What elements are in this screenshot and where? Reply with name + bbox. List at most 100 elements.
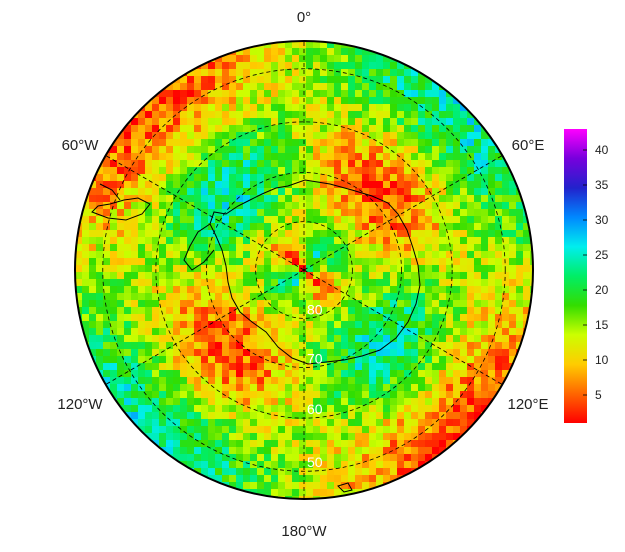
heatmap-cell [306, 216, 314, 224]
heatmap-cell [117, 181, 125, 189]
heatmap-cell [313, 62, 321, 70]
heatmap-cell [243, 83, 251, 91]
heatmap-cell [96, 251, 104, 259]
heatmap-cell [397, 307, 405, 315]
heatmap-cell [320, 188, 328, 196]
heatmap-cell [187, 258, 195, 266]
heatmap-cell [278, 174, 286, 182]
heatmap-cell [306, 55, 314, 63]
heatmap-cell [222, 419, 230, 427]
heatmap-cell [341, 111, 349, 119]
heatmap-cell [376, 90, 384, 98]
heatmap-cell [222, 258, 230, 266]
heatmap-cell [299, 300, 307, 308]
meridian-line [105, 269, 305, 385]
heatmap-cell [383, 391, 391, 399]
heatmap-cell [229, 139, 237, 147]
heatmap-cell [194, 265, 202, 273]
heatmap-cell [334, 174, 342, 182]
heatmap-cell [334, 160, 342, 168]
heatmap-cell [180, 440, 188, 448]
heatmap-cell [166, 160, 174, 168]
heatmap-cell [446, 104, 454, 112]
heatmap-cell [397, 153, 405, 161]
heatmap-cell [187, 251, 195, 259]
heatmap-cell [201, 321, 209, 329]
heatmap-cell [243, 356, 251, 364]
heatmap-cell [432, 412, 440, 420]
heatmap-cell [509, 160, 517, 168]
heatmap-cell [418, 433, 426, 441]
heatmap-cell [299, 377, 307, 385]
heatmap-cell [320, 125, 328, 133]
heatmap-cell [397, 139, 405, 147]
heatmap-cell [390, 153, 398, 161]
heatmap-cell [516, 230, 524, 238]
heatmap-cell [180, 272, 188, 280]
colorbar-tick-label: 10 [595, 353, 609, 367]
heatmap-cell [236, 398, 244, 406]
heatmap-cell [341, 174, 349, 182]
heatmap-cell [516, 328, 524, 336]
heatmap-cell [334, 405, 342, 413]
heatmap-cell [306, 125, 314, 133]
heatmap-cell [285, 363, 293, 371]
heatmap-cell [376, 195, 384, 203]
heatmap-cell [138, 272, 146, 280]
heatmap-cell [285, 181, 293, 189]
heatmap-cell [390, 398, 398, 406]
heatmap-cell [523, 279, 531, 287]
heatmap-cell [292, 286, 300, 294]
heatmap-cell [390, 139, 398, 147]
heatmap-cell [327, 258, 335, 266]
heatmap-cell [502, 265, 510, 273]
heatmap-cell [264, 391, 272, 399]
heatmap-cell [509, 314, 517, 322]
heatmap-cell [264, 293, 272, 301]
heatmap-cell [313, 279, 321, 287]
heatmap-cell [166, 146, 174, 154]
heatmap-cell [215, 97, 223, 105]
heatmap-cell [404, 412, 412, 420]
heatmap-cell [313, 405, 321, 413]
heatmap-cell [187, 454, 195, 462]
heatmap-cell [362, 279, 370, 287]
heatmap-cell [348, 181, 356, 189]
heatmap-cell [299, 496, 307, 499]
heatmap-cell [117, 279, 125, 287]
heatmap-cell [474, 265, 482, 273]
heatmap-cell [369, 426, 377, 434]
heatmap-cell [460, 342, 468, 350]
heatmap-cell [439, 125, 447, 133]
heatmap-cell [194, 272, 202, 280]
heatmap-cell [131, 160, 139, 168]
heatmap-cell [369, 69, 377, 77]
heatmap-cell [229, 258, 237, 266]
heatmap-cell [327, 125, 335, 133]
heatmap-cell [110, 356, 118, 364]
heatmap-cell [257, 83, 265, 91]
heatmap-cell [481, 237, 489, 245]
heatmap-cell [397, 244, 405, 252]
heatmap-cell [509, 279, 517, 287]
heatmap-cell [222, 69, 230, 77]
heatmap-cell [348, 146, 356, 154]
heatmap-cell [341, 104, 349, 112]
heatmap-cell [292, 146, 300, 154]
heatmap-cell [355, 55, 363, 63]
heatmap-cell [236, 258, 244, 266]
heatmap-cell [327, 342, 335, 350]
heatmap-cell [418, 391, 426, 399]
heatmap-cell [299, 83, 307, 91]
heatmap-cell [180, 426, 188, 434]
heatmap-cell [481, 216, 489, 224]
heatmap-cell [481, 293, 489, 301]
heatmap-cell [355, 342, 363, 350]
heatmap-cell [250, 272, 258, 280]
heatmap-cell [327, 202, 335, 210]
heatmap-cell [152, 258, 160, 266]
heatmap-cell [411, 265, 419, 273]
heatmap-cell [103, 237, 111, 245]
heatmap-cell [278, 405, 286, 413]
heatmap-cell [327, 160, 335, 168]
